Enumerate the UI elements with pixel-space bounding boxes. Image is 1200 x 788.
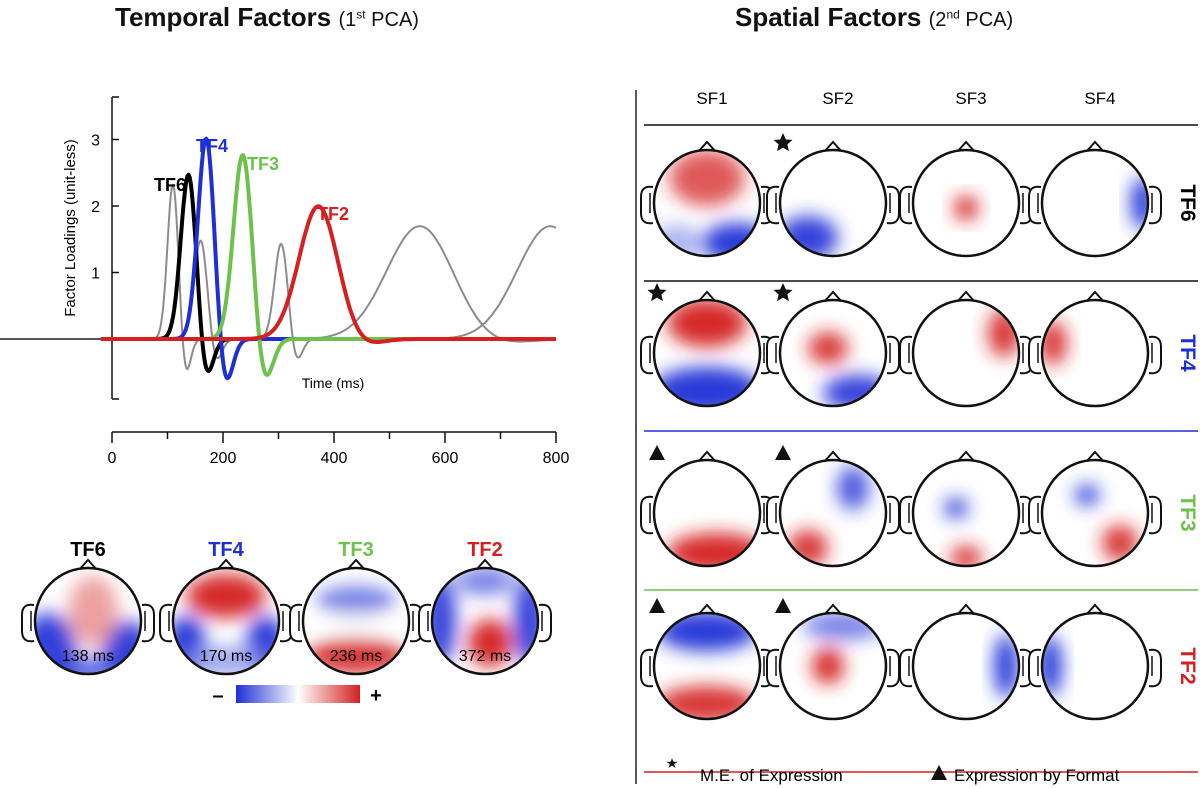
topomap-time: 236 ms (330, 648, 382, 665)
head-topomap (640, 603, 774, 721)
head-topomap (1028, 140, 1162, 258)
topomap-label-tf3: TF3 (338, 539, 374, 561)
spatial-title-sub: (2nd PCA) (928, 7, 1014, 31)
series-label-tf2: TF2 (317, 204, 349, 224)
head-topomap (418, 558, 552, 676)
series-other (100, 225, 557, 340)
triangle-icon (649, 598, 665, 613)
head-topomap (640, 450, 774, 568)
x-tick-label: 800 (543, 450, 570, 467)
star-icon (773, 133, 793, 152)
star-icon (773, 283, 793, 302)
temporal-factors-title: Temporal Factors (1st PCA) (115, 2, 419, 33)
x-tick-label: 400 (321, 450, 348, 467)
series-other (100, 225, 557, 343)
factor-loadings-chart: 1 2 3 0 200 400 600 800 Factor Loadings (unit-l… (0, 96, 570, 467)
head-topomap (1028, 603, 1162, 721)
temporal-title-main: Temporal Factors (115, 2, 332, 32)
column-header-sf2: SF2 (822, 89, 853, 108)
column-header-sf1: SF1 (696, 89, 727, 108)
topomap-label-tf6: TF6 (70, 539, 106, 561)
topomap-label-tf4: TF4 (208, 539, 244, 561)
legend-triangle-label: Expression by Format (954, 766, 1120, 785)
head-topomap (766, 140, 900, 258)
column-header-sf3: SF3 (955, 89, 986, 108)
head-topomap (899, 450, 1033, 568)
row-label-tf2: TF2 (1176, 647, 1199, 684)
head-topomap (766, 603, 900, 721)
head-topomap (899, 603, 1033, 721)
series-label-tf6: TF6 (154, 175, 186, 195)
head-topomap (289, 558, 423, 676)
colorbar-minus: – (212, 685, 223, 707)
temporal-topomaps: TF6 138 ms TF4 170 ms TF3 236 ms TF2 372 ms (21, 539, 552, 676)
legend: M.E. of Expression Expression by Format (666, 758, 1120, 785)
triangle-icon (775, 445, 791, 460)
head-topomap (766, 290, 900, 408)
head-topomap (640, 290, 774, 408)
legend-star-label: M.E. of Expression (700, 766, 843, 785)
head-topomap (159, 558, 293, 676)
colorbar-plus: + (370, 685, 382, 707)
spatial-title-main: Spatial Factors (735, 2, 922, 32)
topomap-time: 138 ms (62, 648, 114, 665)
colorbar: – + (212, 685, 382, 707)
star-icon (647, 283, 667, 302)
series-labels: TF6 TF4 TF3 TF2 (154, 136, 349, 224)
spatial-factors-title: Spatial Factors (2nd PCA) (735, 2, 1013, 33)
triangle-icon (931, 765, 947, 780)
head-topomap (1028, 450, 1162, 568)
topomap-time: 372 ms (459, 648, 511, 665)
colorbar-gradient (236, 685, 360, 703)
x-tick-label: 0 (108, 450, 117, 467)
y-tick-label: 1 (91, 266, 100, 283)
series-label-tf4: TF4 (196, 136, 228, 156)
y-axis-label: Factor Loadings (unit-less) (62, 139, 79, 317)
temporal-title-sub: (1st PCA) (338, 7, 419, 31)
series-label-tf3: TF3 (247, 154, 279, 174)
topomap-label-tf2: TF2 (467, 539, 503, 561)
star-icon (666, 758, 678, 768)
y-tick-label: 2 (91, 199, 100, 216)
triangle-icon (775, 598, 791, 613)
row-label-tf6: TF6 (1176, 184, 1199, 221)
x-tick-label: 600 (432, 450, 459, 467)
head-topomap (1028, 290, 1162, 408)
column-header-sf4: SF4 (1084, 89, 1115, 108)
triangle-icon (649, 445, 665, 460)
chart-series (100, 136, 557, 381)
row-label-tf4: TF4 (1176, 334, 1199, 372)
topomap-time: 170 ms (200, 648, 252, 665)
row-label-tf3: TF3 (1176, 494, 1199, 531)
x-axis-label: Time (ms) (302, 375, 364, 391)
head-topomap (766, 450, 900, 568)
head-topomap (640, 140, 774, 258)
spatial-factor-grid: SF1 SF2 SF3 SF4 TF6 TF4 TF3 TF2 (640, 89, 1199, 773)
chart-axes: 1 2 3 0 200 400 600 800 (0, 96, 570, 467)
head-topomap (899, 140, 1033, 258)
series-tf2 (100, 204, 557, 344)
head-topomap (21, 558, 155, 676)
y-tick-label: 3 (91, 133, 100, 150)
head-topomap (899, 290, 1033, 408)
x-tick-label: 200 (210, 450, 237, 467)
